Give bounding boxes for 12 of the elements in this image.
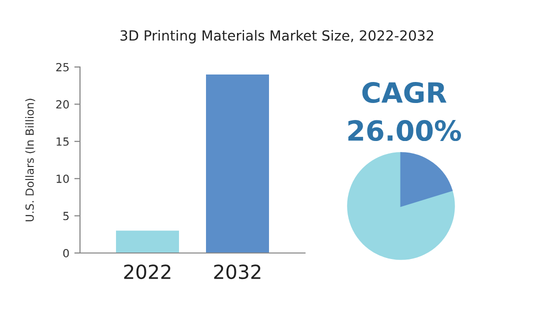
- text: CAGR: [362, 82, 446, 104]
- y-tick-label: 0: [63, 248, 69, 258]
- x-tick-label: 2022: [124, 264, 170, 280]
- y-tick-label: 15: [56, 138, 69, 146]
- y-tick-label: 20: [56, 100, 69, 109]
- y-axis-title: U.S. Dollars (In Billion): [25, 98, 36, 222]
- y-tick-label: 5: [63, 212, 69, 220]
- chart-title: 3D Printing Materials Market Size, 2022-2032: [120, 30, 434, 44]
- x-tick-label: 2032: [214, 264, 260, 280]
- text: 26.00%: [348, 120, 461, 142]
- y-tick-label: 25: [56, 62, 69, 72]
- y-tick-label: 10: [56, 174, 69, 183]
